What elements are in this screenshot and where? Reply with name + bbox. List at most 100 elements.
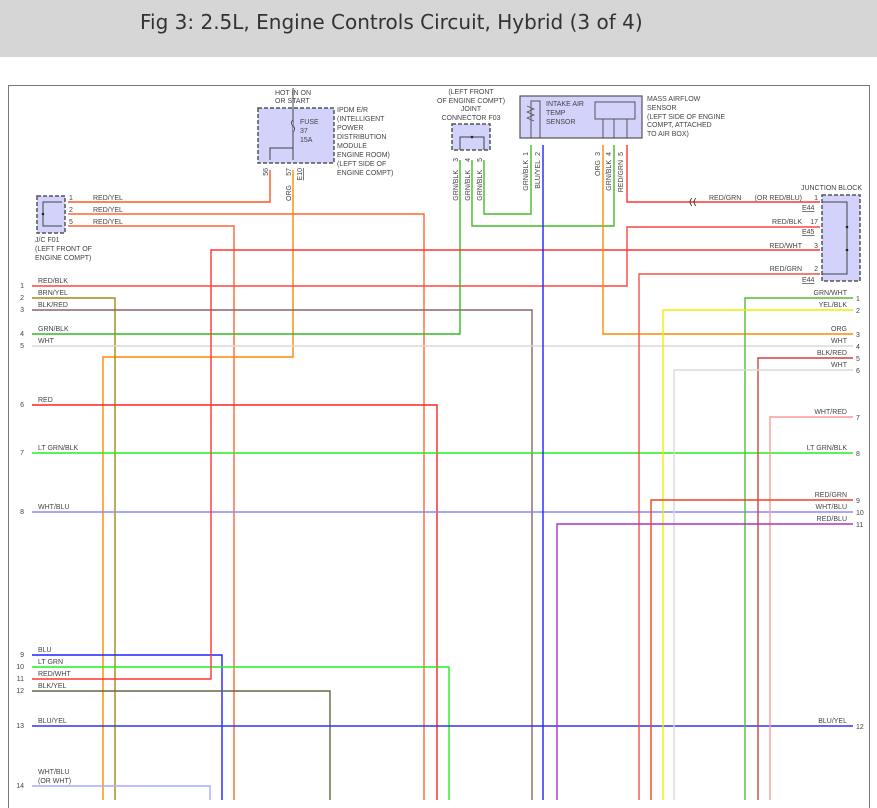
- wire-label: RED/BLU: [817, 516, 847, 523]
- pin-number: 5: [20, 343, 24, 350]
- maf-desc: (LEFT SIDE OF ENGINE: [647, 114, 725, 121]
- wire-f03-5: [483, 145, 532, 215]
- wire-label: BLU/YEL: [38, 718, 67, 725]
- f03-desc: CONNECTOR F03: [442, 115, 501, 122]
- pin-number: 4: [606, 152, 613, 156]
- maf-desc: MASS AIRFLOW: [647, 96, 701, 103]
- wire-label: RED/GRN: [770, 266, 802, 273]
- mass-airflow-sensor: INTAKE AIR TEMP SENSOR MASS AIRFLOW SENS…: [519, 95, 725, 192]
- wire-label: GRN/BLK: [453, 170, 460, 201]
- f03-desc: (LEFT FRONT: [448, 89, 494, 96]
- wire-label: YEL/BLK: [819, 302, 848, 309]
- splice-dot: [845, 248, 849, 252]
- wire-left-2: [32, 297, 116, 800]
- fuse-rating: 15A: [300, 137, 313, 144]
- wire-left-6: [32, 404, 438, 800]
- wire-right-1: [744, 297, 853, 800]
- pin-number: 6: [20, 402, 24, 409]
- wire-label: GRN/WHT: [814, 290, 848, 297]
- fuse-icon: [291, 119, 295, 133]
- wire-maf-3: [602, 145, 853, 335]
- fuse-branch: [269, 147, 293, 160]
- ipdm-desc: (INTELLIGENT: [337, 116, 385, 123]
- wire-label: WHT: [38, 338, 55, 345]
- connector-id: E45: [802, 229, 815, 236]
- wire-red-yel-2: [68, 213, 425, 800]
- intake-label: INTAKE AIR: [546, 101, 584, 108]
- pin-number: 7: [20, 450, 24, 457]
- pin-number: 10: [16, 664, 24, 671]
- wire-label: RED/BLK: [772, 219, 802, 226]
- pin-number: 5: [856, 356, 860, 363]
- wire-jb-2: [638, 273, 820, 800]
- pin-number: 2: [69, 207, 73, 214]
- fuse-label: FUSE: [300, 119, 319, 126]
- pin-number: 3: [814, 243, 818, 250]
- maf-desc: COMPT, ATTACHED: [647, 122, 712, 129]
- joint-connector-f03: (LEFT FRONT OF ENGINE COMPT) JOINT CONNE…: [437, 89, 505, 201]
- wire-maf-5: [626, 145, 820, 203]
- pin-number: 4: [856, 344, 860, 351]
- wire-left-14: [32, 785, 211, 800]
- pin-number: 5: [618, 152, 625, 156]
- pin-number: 2: [814, 266, 818, 273]
- pin-number: 17: [810, 219, 818, 226]
- intake-label: TEMP: [546, 110, 566, 117]
- splice-dot: [470, 135, 474, 139]
- ipdm-desc: IPDM E/R: [337, 107, 368, 114]
- wire-label: BLK/YEL: [38, 683, 67, 690]
- wire-label: GRN/BLK: [523, 160, 530, 191]
- pin-number: 12: [856, 724, 864, 731]
- wire-left-10: [32, 666, 450, 800]
- jc-desc: J/C F01: [35, 237, 60, 244]
- wire-label: BLK/RED: [817, 350, 847, 357]
- wire-label: WHT: [831, 362, 848, 369]
- connector-id: E44: [802, 277, 815, 284]
- diagram-frame: [8, 85, 870, 808]
- pin-number: 8: [20, 509, 24, 516]
- wire-left-9: [32, 654, 223, 800]
- pin-number: 1: [814, 195, 818, 202]
- wire-label: BRN/YEL: [38, 290, 68, 297]
- wire-label: RED: [38, 397, 53, 404]
- wire-label: GRN/BLK: [477, 170, 484, 201]
- wire-label: WHT/RED: [814, 409, 847, 416]
- pin-number: 3: [453, 158, 460, 162]
- wire-label: BLU/YEL: [535, 160, 542, 189]
- figure-title: Fig 3: 2.5L, Engine Controls Circuit, Hy…: [140, 10, 643, 34]
- pin-number: 13: [16, 723, 24, 730]
- pin-number: 1: [20, 283, 24, 290]
- pin-number: 1: [69, 195, 73, 202]
- maf-desc: TO AIR BOX): [647, 131, 689, 138]
- wire-label: ORG: [831, 326, 847, 333]
- pin-number: 3: [856, 332, 860, 339]
- ipdm-desc: POWER: [337, 125, 363, 132]
- wire-left-12: [32, 690, 331, 800]
- jc-desc: ENGINE COMPT): [35, 255, 91, 262]
- wire-left-4: [32, 160, 461, 335]
- wire-label: RED/YEL: [93, 219, 123, 226]
- wire-label: WHT/BLU: [38, 504, 70, 511]
- wire-red-yel-1: [68, 170, 271, 203]
- wire-label: ORG: [595, 160, 602, 176]
- wires: [32, 145, 853, 800]
- splice-dot: [845, 225, 849, 229]
- junction-block: JUNCTION BLOCK 1 (OR RED/BLU) RED/GRN E4…: [709, 185, 862, 284]
- pin-number: 1: [523, 152, 530, 156]
- wire-right-9: [650, 499, 853, 800]
- wire-label: WHT/BLU: [38, 769, 70, 776]
- junction-block-box: [821, 194, 861, 282]
- ipdm-box: [257, 107, 335, 164]
- wire-label: LT GRN: [38, 659, 63, 666]
- wire-left-1: [32, 226, 820, 287]
- connector-id: E10: [297, 168, 304, 181]
- f03-desc: OF ENGINE COMPT): [437, 98, 505, 105]
- ipdm-desc: ENGINE ROOM): [337, 152, 390, 159]
- pin-number: 12: [16, 688, 24, 695]
- junction-block-title: JUNCTION BLOCK: [801, 185, 862, 192]
- wire-right-5: [757, 357, 853, 800]
- wire-label: GRN/BLK: [465, 170, 472, 201]
- wire-label: RED/GRN: [815, 492, 847, 499]
- pin-number: 2: [856, 308, 860, 315]
